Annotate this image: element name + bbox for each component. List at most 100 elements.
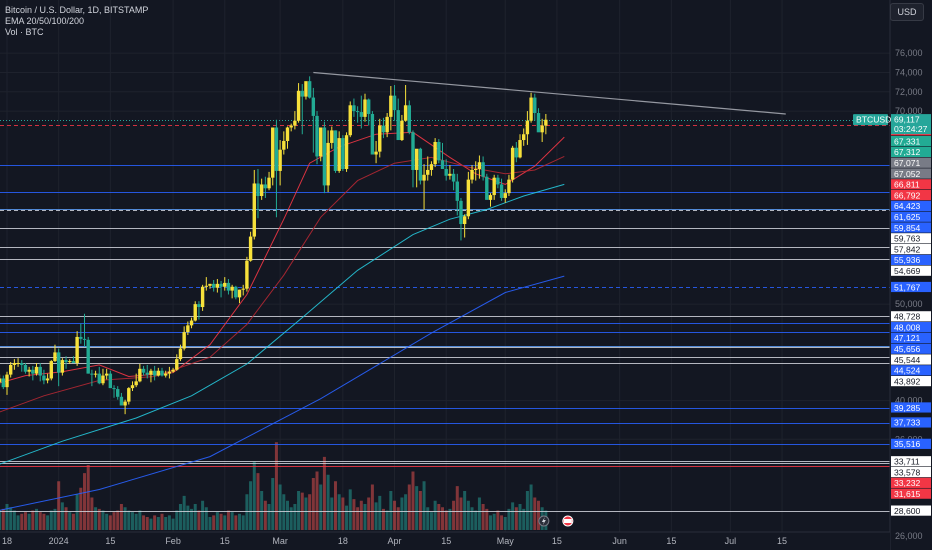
candle-body bbox=[326, 142, 330, 186]
candle-body bbox=[5, 374, 9, 388]
candle-body bbox=[237, 289, 242, 298]
volume-bar bbox=[260, 491, 264, 530]
candle-body bbox=[82, 338, 87, 340]
chart-legend: Bitcoin / U.S. Dollar, 1D, BITSTAMP EMA … bbox=[5, 5, 148, 38]
candle-body bbox=[278, 149, 282, 171]
volume-bar bbox=[90, 497, 94, 530]
candle-body bbox=[256, 183, 260, 197]
candle-body bbox=[403, 105, 408, 121]
candle-body bbox=[296, 90, 301, 121]
volume-bar bbox=[326, 474, 330, 530]
time-tick-label: 15 bbox=[666, 536, 676, 546]
candle-body bbox=[152, 370, 157, 376]
candle-body bbox=[75, 336, 79, 364]
candle-body bbox=[263, 184, 268, 189]
level-tag bbox=[891, 265, 931, 276]
ema-lines bbox=[0, 131, 565, 511]
volume-bar bbox=[27, 513, 31, 530]
level-tag bbox=[891, 211, 931, 222]
level-tag-label: 43,892 bbox=[894, 376, 921, 386]
volume-bar bbox=[514, 507, 518, 530]
candle-body bbox=[352, 105, 356, 112]
candle-body bbox=[64, 360, 68, 363]
volume-bar bbox=[64, 507, 68, 530]
candle-body bbox=[440, 160, 445, 169]
level-tag bbox=[891, 322, 931, 333]
candle-body bbox=[529, 97, 533, 121]
volume-bar bbox=[319, 484, 323, 530]
candle-body bbox=[293, 120, 297, 126]
level-tag-label: 39,285 bbox=[894, 403, 921, 413]
volume-bar bbox=[378, 495, 382, 530]
level-tag-label: 33,232 bbox=[894, 478, 921, 488]
volume-bar bbox=[164, 517, 168, 530]
volume-bar bbox=[308, 494, 312, 530]
volume-bar bbox=[363, 504, 367, 530]
volume-bar bbox=[42, 513, 46, 530]
level-tag bbox=[891, 168, 931, 179]
level-tag bbox=[891, 477, 931, 488]
candle-body bbox=[503, 193, 507, 198]
candle-body bbox=[319, 127, 323, 157]
volume-bar bbox=[201, 500, 205, 530]
volume-bar bbox=[145, 517, 149, 530]
volume-bar bbox=[518, 504, 522, 530]
candle-body bbox=[171, 369, 175, 372]
level-tag-label: 67,071 bbox=[894, 158, 921, 168]
currency-button[interactable]: USD bbox=[890, 3, 924, 21]
candle-body bbox=[119, 396, 124, 406]
candle-body bbox=[182, 332, 186, 349]
candle-body bbox=[392, 95, 397, 111]
candle-body bbox=[45, 378, 50, 381]
candle-body bbox=[31, 369, 35, 374]
volume-bar bbox=[496, 510, 500, 530]
volume-bar bbox=[23, 512, 27, 530]
horizontal-levels bbox=[0, 120, 890, 512]
candle-body bbox=[145, 372, 149, 375]
volume-bar bbox=[345, 505, 349, 530]
level-tag bbox=[891, 343, 931, 354]
volume-indicator-label[interactable]: Vol · BTC bbox=[5, 27, 44, 37]
volume-bar bbox=[20, 513, 24, 530]
volume-bar bbox=[267, 504, 271, 530]
level-tag-label: 35,516 bbox=[894, 439, 921, 449]
candle-body bbox=[363, 99, 367, 117]
volume-bar bbox=[333, 481, 337, 530]
volume-bar bbox=[503, 517, 507, 530]
level-tag bbox=[891, 244, 931, 255]
candle-body bbox=[455, 181, 459, 201]
price-axis[interactable]: 76,00074,00072,00070,00050,00040,00036,0… bbox=[853, 0, 932, 550]
volume-bar bbox=[289, 507, 293, 530]
candle-body bbox=[315, 115, 319, 157]
candle-body bbox=[448, 173, 452, 176]
candle-body bbox=[485, 176, 489, 200]
volume-bar bbox=[94, 507, 98, 530]
volume-bar bbox=[433, 500, 437, 530]
time-tick-label: 15 bbox=[777, 536, 787, 546]
candle-body bbox=[245, 260, 249, 289]
volume-bar bbox=[474, 510, 478, 530]
ema-indicator-label[interactable]: EMA 20/50/100/200 bbox=[5, 16, 85, 26]
time-axis[interactable]: 18 2024 15 Feb 15 Mar 18 Apr 15 May 15 Jun 15 Jul 15 bbox=[0, 531, 890, 550]
candle-body bbox=[226, 282, 231, 291]
candle-body bbox=[230, 286, 234, 291]
event-markers[interactable] bbox=[538, 515, 574, 527]
volume-bar bbox=[529, 484, 533, 530]
candle-body bbox=[49, 361, 53, 379]
candle-body bbox=[90, 373, 94, 375]
volume-bar bbox=[204, 507, 208, 530]
level-tag-label: 59,854 bbox=[894, 223, 921, 233]
level-tag bbox=[891, 254, 931, 266]
level-tag-label: 31,615 bbox=[894, 489, 921, 499]
symbol-title[interactable]: Bitcoin / U.S. Dollar, 1D, BITSTAMP bbox=[5, 5, 149, 15]
candle-body bbox=[259, 184, 264, 197]
volume-bar bbox=[463, 491, 467, 530]
ema100-line bbox=[0, 183, 565, 465]
candle-body bbox=[481, 162, 485, 177]
candle-body bbox=[533, 97, 537, 114]
volume-bar bbox=[426, 507, 430, 530]
candle-body bbox=[0, 378, 2, 383]
trendline[interactable] bbox=[313, 71, 786, 115]
volume-bar bbox=[263, 500, 267, 530]
